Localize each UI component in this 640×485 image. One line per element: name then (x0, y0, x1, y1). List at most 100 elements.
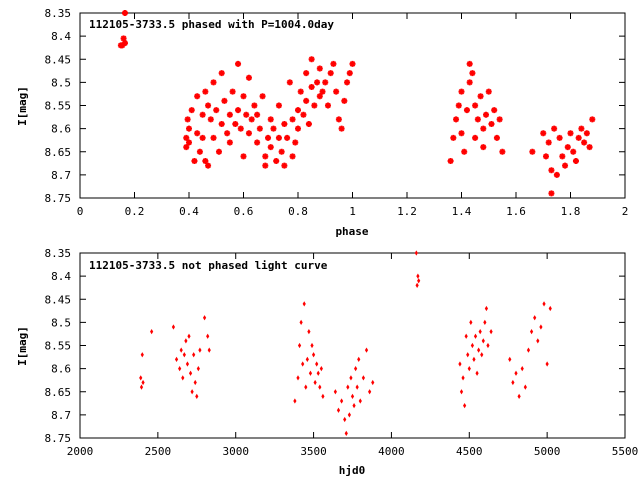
phased-data-point (322, 79, 329, 86)
phased-x-tick-label: 1.6 (506, 205, 526, 218)
phased-data-point (496, 116, 503, 123)
unphased-data-point (464, 333, 468, 339)
unphased-plot-frame (79, 252, 626, 439)
unphased-data-point (343, 416, 347, 423)
phased-y-tick-label: 8.65 (45, 146, 72, 159)
unphased-chart-title: 112105-3733.5 not phased light curve (89, 259, 328, 272)
unphased-data-point (470, 342, 474, 349)
unphased-x-tick-label: 2500 (145, 445, 172, 458)
unphased-data-point (463, 403, 467, 409)
unphased-data-point (318, 384, 322, 390)
phased-y-tick-label: 8.75 (45, 192, 72, 205)
phased-data-point (232, 121, 239, 127)
phased-data-point (256, 125, 263, 132)
phased-data-point (545, 139, 552, 146)
phased-data-point (295, 107, 301, 114)
unphased-data-point (182, 352, 186, 358)
unphased-data-point (198, 347, 202, 353)
unphased-data-point (415, 282, 419, 288)
unphased-x-tick-label: 5500 (612, 445, 639, 458)
phased-data-point (319, 88, 326, 95)
phased-data-point (324, 102, 331, 109)
unphased-y-tick-label: 8.45 (45, 293, 72, 306)
unphased-x-tick-label: 4000 (378, 445, 405, 458)
phased-data-point (493, 134, 500, 141)
phased-data-point (316, 93, 323, 100)
phased-data-point (210, 134, 217, 141)
phased-data-point (186, 139, 192, 146)
phased-data-point (184, 116, 191, 123)
phased-x-axis-label: phase (335, 225, 368, 238)
unphased-x-axis-label: hjd0 (339, 464, 366, 477)
phased-data-point (237, 125, 244, 132)
unphased-data-point (481, 338, 485, 344)
phased-data-point (474, 116, 481, 123)
unphased-data-point (347, 412, 351, 418)
unphased-y-tick-label: 8.35 (45, 247, 72, 260)
phased-data-point (586, 144, 593, 151)
phased-data-point (303, 70, 310, 77)
phased-y-axis-label: I[mag] (16, 86, 29, 126)
phased-data-point (551, 125, 558, 132)
unphased-data-point (171, 324, 176, 330)
phased-data-point (284, 134, 291, 141)
phased-data-point (308, 84, 315, 90)
phased-data-point (335, 116, 342, 123)
unphased-data-point (520, 366, 524, 372)
unphased-data-point (539, 324, 543, 330)
phased-x-tick-label: 1.2 (397, 205, 417, 218)
unphased-data-point (469, 319, 473, 325)
unphased-x-tick-label: 2000 (67, 445, 94, 458)
unphased-data-point (368, 389, 372, 395)
phased-chart-title: 112105-3733.5 phased with P=1004.0day (89, 18, 334, 31)
phased-y-tick-label: 8.35 (45, 7, 72, 20)
unphased-y-tick-label: 8.6 (51, 363, 71, 376)
unphased-y-tick-label: 8.55 (45, 340, 72, 353)
unphased-data-point (196, 366, 200, 372)
phased-data-point (461, 148, 468, 155)
phased-plot-frame (79, 12, 626, 199)
phased-data-point (346, 70, 353, 77)
phased-data-point (529, 148, 536, 155)
unphased-data-point (414, 250, 418, 256)
phased-x-tick-label: 0.6 (234, 205, 254, 218)
unphased-data-point (304, 384, 308, 390)
phased-data-point (226, 111, 233, 118)
phased-data-point (564, 144, 571, 151)
unphased-x-tick-label: 5000 (534, 445, 561, 458)
unphased-data-point (416, 273, 420, 279)
unphased-data-point (302, 301, 306, 307)
phased-data-point (213, 107, 220, 114)
unphased-data-point (358, 398, 362, 404)
phased-data-point (240, 93, 247, 100)
phased-data-point (548, 167, 555, 174)
unphased-y-tick-label: 8.75 (45, 432, 72, 445)
phased-data-point (267, 116, 274, 123)
phased-data-point (330, 60, 337, 67)
phased-data-point (218, 121, 225, 127)
unphased-data-point (184, 338, 188, 344)
phased-data-point (188, 107, 195, 114)
unphased-data-point (349, 375, 353, 381)
phased-data-point (480, 125, 487, 132)
unphased-data-point (192, 352, 196, 358)
phased-data-point (295, 125, 301, 132)
unphased-data-point (346, 384, 350, 390)
phased-y-tick-label: 8.45 (45, 53, 72, 66)
phased-data-point (316, 65, 323, 72)
phased-data-point (570, 148, 577, 155)
unphased-data-points (139, 250, 552, 436)
unphased-data-point (480, 352, 484, 358)
phased-data-point (458, 130, 465, 137)
phased-data-point (275, 102, 282, 109)
unphased-data-point (523, 384, 527, 390)
phased-data-point (245, 130, 252, 137)
unphased-data-point (477, 347, 481, 353)
unphased-data-point (361, 375, 365, 381)
unphased-x-tick-label: 3500 (300, 445, 327, 458)
phased-data-point (559, 153, 566, 160)
phased-data-point (259, 93, 266, 100)
phased-x-tick-label: 2 (622, 205, 629, 218)
phased-data-point (311, 102, 318, 109)
phased-data-point (305, 121, 312, 127)
